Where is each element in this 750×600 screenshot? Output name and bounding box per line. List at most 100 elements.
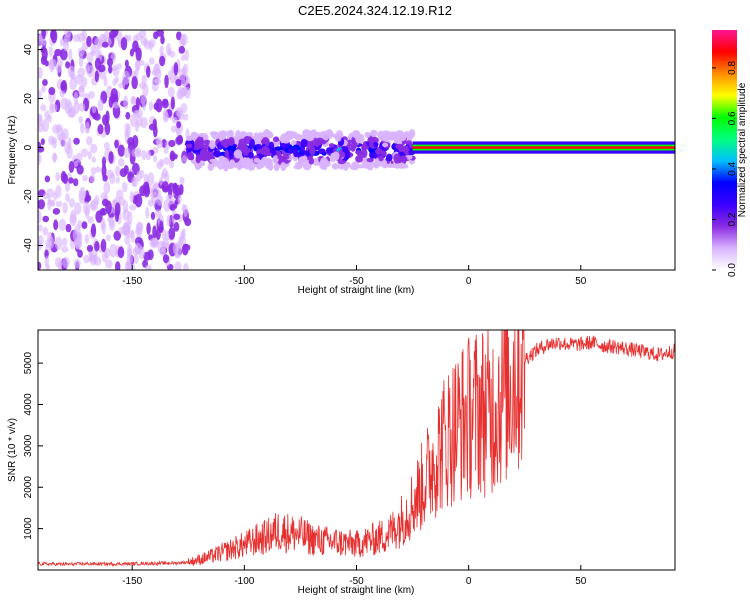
heat-cell — [197, 133, 207, 138]
heat-cell — [80, 122, 85, 134]
heat-cell — [281, 154, 290, 160]
heat-cell — [168, 227, 176, 240]
heat-cell — [203, 139, 211, 146]
heat-cell — [86, 51, 94, 63]
x-tick-label: -100 — [234, 576, 254, 587]
heat-cell — [72, 34, 81, 43]
colorbar-tick-label: 0.4 — [727, 162, 738, 176]
heat-cell — [117, 144, 125, 157]
heat-cell — [78, 85, 85, 92]
heat-cell — [184, 217, 192, 227]
heat-cell — [355, 155, 363, 163]
heat-cell — [97, 124, 104, 135]
heat-cell — [265, 164, 273, 170]
heat-cell — [118, 226, 126, 235]
spectrogram-y-ticks: -40 -20 0 20 40 — [23, 44, 43, 253]
heat-cell — [104, 122, 111, 136]
heat-cell — [110, 88, 118, 102]
heat-cell — [164, 230, 170, 241]
heat-cell — [181, 228, 186, 239]
colorbar-tick-label: 0.2 — [727, 212, 738, 226]
heat-cell — [134, 242, 142, 254]
heat-cell — [191, 132, 198, 141]
heatmap-region-signal-band-clean — [412, 141, 675, 154]
heat-cell — [73, 160, 78, 168]
heat-cell — [146, 65, 151, 78]
heat-cell — [366, 157, 374, 163]
heat-cell — [147, 249, 154, 261]
heat-cell — [180, 54, 186, 62]
heat-cell — [101, 164, 107, 178]
heat-cell — [362, 142, 368, 151]
heat-cell — [38, 261, 42, 270]
heat-cell — [44, 60, 49, 67]
heat-cell — [60, 81, 66, 92]
heat-cell — [68, 177, 74, 184]
heat-cell — [38, 199, 46, 210]
heat-cell — [42, 215, 50, 223]
heat-cell — [169, 203, 176, 211]
heat-cell — [42, 79, 48, 86]
heat-cell — [405, 140, 413, 145]
heat-cell — [260, 156, 269, 166]
snr-x-ticks: -150 -100 -50 0 50 — [122, 565, 587, 587]
heat-cell — [211, 131, 220, 140]
heat-cell — [305, 130, 315, 136]
heat-cell — [293, 164, 303, 170]
heat-cell — [109, 243, 118, 258]
heat-cell — [84, 196, 90, 204]
heat-cell — [167, 70, 172, 81]
heat-cell — [109, 172, 116, 185]
heat-cell — [113, 230, 122, 241]
snr-x-label: Height of straight line (km) — [298, 585, 415, 596]
heat-cell — [126, 253, 134, 265]
heat-cell — [328, 143, 335, 148]
heat-cell — [168, 139, 176, 148]
heat-cell — [105, 200, 112, 214]
heat-cell — [78, 186, 87, 201]
snr-plot-area — [38, 330, 675, 567]
heat-cell — [42, 226, 49, 236]
heat-cell — [174, 244, 182, 259]
heat-cell — [132, 40, 139, 53]
heat-cell — [194, 162, 201, 171]
heat-cell — [69, 77, 77, 91]
heat-cell — [95, 166, 102, 173]
heat-cell — [260, 139, 269, 145]
heat-cell — [154, 209, 162, 218]
heat-cell — [87, 150, 92, 160]
x-tick-label: 0 — [466, 276, 472, 287]
heat-cell — [164, 74, 169, 89]
heat-cell — [266, 131, 274, 139]
heat-cell — [50, 137, 57, 144]
heat-cell — [166, 214, 171, 227]
heat-cell — [44, 175, 51, 183]
heat-cell — [64, 141, 71, 154]
heat-cell — [351, 161, 360, 171]
heat-cell — [315, 137, 324, 145]
heat-cell — [38, 224, 43, 232]
heat-cell — [48, 45, 53, 58]
heat-cell — [68, 198, 76, 208]
heat-cell — [44, 249, 49, 259]
heat-cell — [60, 97, 68, 110]
heat-cell — [48, 236, 55, 249]
heat-cell — [382, 142, 389, 148]
heat-cell — [180, 79, 189, 87]
x-tick-label: -100 — [234, 276, 254, 287]
heat-cell — [81, 221, 88, 230]
heat-cell — [94, 70, 100, 83]
heat-cell — [145, 150, 152, 161]
colorbar-tick-label: 0.0 — [727, 263, 738, 277]
heat-cell — [261, 146, 270, 156]
heat-cell — [162, 108, 168, 121]
heat-cell — [351, 140, 358, 149]
y-tick-label: -20 — [23, 189, 34, 204]
heat-cell — [218, 155, 226, 163]
heat-cell — [83, 254, 90, 264]
heat-cell — [170, 125, 177, 133]
heat-cell — [148, 57, 155, 65]
heat-cell — [178, 74, 186, 81]
heat-cell — [77, 249, 83, 258]
heat-cell — [366, 161, 374, 171]
